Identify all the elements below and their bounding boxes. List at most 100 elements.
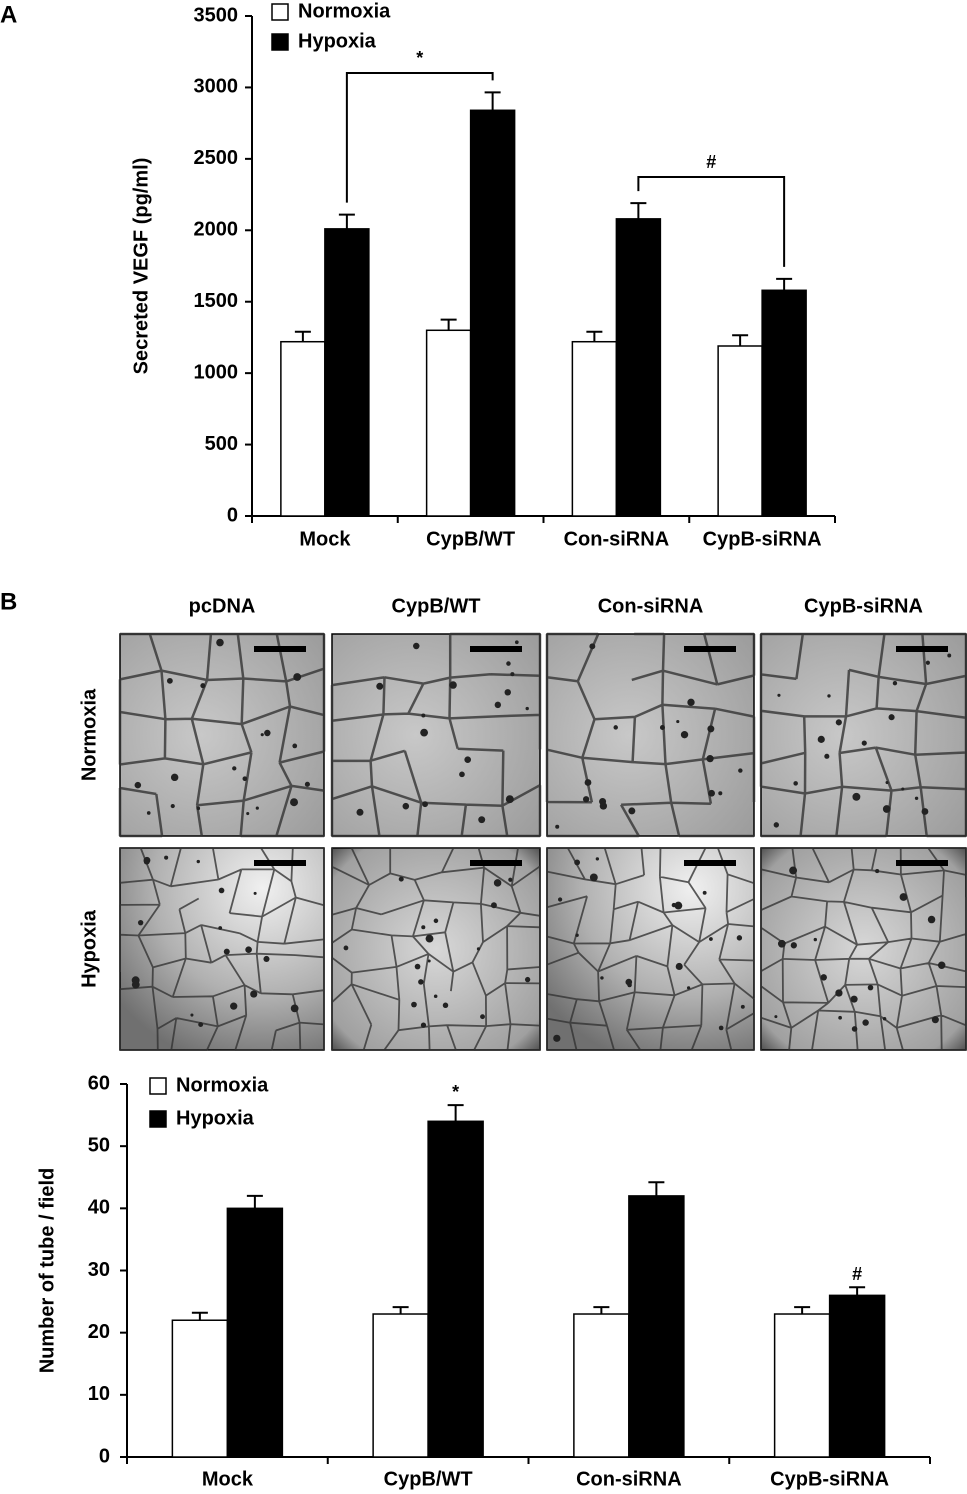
cell-cluster xyxy=(420,1022,427,1028)
cell-cluster xyxy=(459,771,465,778)
cell-cluster xyxy=(131,976,140,985)
cell-cluster xyxy=(230,1002,238,1010)
legend-label: Normoxia xyxy=(298,0,391,22)
cell-cluster xyxy=(789,866,798,875)
cell-cluster xyxy=(835,719,842,726)
cell-cluster xyxy=(510,672,515,677)
cell-cluster xyxy=(411,1001,417,1008)
y-tick-label: 60 xyxy=(88,1072,110,1094)
tube-network xyxy=(330,632,542,838)
cell-cluster xyxy=(246,811,250,816)
cell-cluster xyxy=(418,979,424,985)
cell-cluster xyxy=(506,661,511,666)
scale-bar xyxy=(470,646,522,652)
row-label: Hypoxia xyxy=(78,909,100,988)
significance-bracket xyxy=(345,72,494,203)
cell-cluster xyxy=(433,994,438,999)
cell-cluster xyxy=(686,986,691,990)
cell-cluster xyxy=(708,789,715,797)
cell-cluster xyxy=(166,677,173,684)
cell-cluster xyxy=(628,807,636,815)
y-tick-label: 40 xyxy=(88,1197,110,1219)
cell-cluster xyxy=(921,808,929,815)
cell-cluster xyxy=(557,897,563,902)
cell-cluster xyxy=(899,893,908,901)
cell-cluster xyxy=(793,781,798,786)
error-bar xyxy=(440,318,457,331)
y-tick-label: 30 xyxy=(88,1259,110,1281)
cell-cluster xyxy=(505,795,514,804)
cell-cluster xyxy=(490,902,497,909)
cell-cluster xyxy=(425,934,434,943)
cell-cluster xyxy=(524,976,531,983)
error-bar xyxy=(191,1311,208,1321)
y-tick-label: 2000 xyxy=(194,219,239,241)
cell-cluster xyxy=(882,805,891,813)
cell-cluster xyxy=(398,876,404,882)
bar xyxy=(615,218,662,517)
cell-cluster xyxy=(478,816,486,824)
cell-cluster xyxy=(198,1022,204,1028)
error-bar xyxy=(586,330,603,342)
cell-cluster xyxy=(480,1014,485,1020)
cell-cluster xyxy=(292,743,298,749)
cell-cluster xyxy=(582,796,590,803)
cell-cluster xyxy=(947,653,952,658)
significance-mark: # xyxy=(852,1264,862,1284)
cell-cluster xyxy=(218,926,223,930)
cell-cluster xyxy=(875,869,880,874)
micrograph xyxy=(330,632,542,838)
error-bar xyxy=(447,1104,464,1122)
cell-cluster xyxy=(850,995,858,1003)
significance-bracket xyxy=(637,176,786,267)
micrograph xyxy=(760,847,967,1051)
x-tick-label: CypB-siRNA xyxy=(703,528,822,550)
cell-cluster xyxy=(290,1004,299,1013)
cell-cluster xyxy=(901,787,905,791)
cell-cluster xyxy=(931,1016,939,1024)
cell-cluster xyxy=(851,1026,858,1032)
micrograph xyxy=(545,632,756,838)
cell-cluster xyxy=(260,733,264,737)
cell-cluster xyxy=(777,693,781,697)
y-tick-label: 50 xyxy=(88,1134,110,1156)
cell-cluster xyxy=(706,755,714,763)
error-bar xyxy=(246,1194,263,1209)
error-bar xyxy=(849,1286,866,1296)
cell-cluster xyxy=(625,978,633,986)
cell-cluster xyxy=(827,694,831,698)
cell-cluster xyxy=(777,939,786,948)
micrograph-bg xyxy=(546,633,755,837)
cell-cluster xyxy=(574,859,581,866)
legend-label: Normoxia xyxy=(176,1074,269,1096)
cell-cluster xyxy=(925,660,930,665)
cell-cluster xyxy=(493,879,502,887)
cell-cluster xyxy=(595,857,600,861)
cell-cluster xyxy=(170,773,179,782)
cell-cluster xyxy=(190,1013,194,1017)
bar xyxy=(717,345,763,517)
bar xyxy=(773,1313,831,1458)
y-tick-label: 0 xyxy=(227,504,238,526)
error-bar xyxy=(294,330,311,342)
legend-swatch xyxy=(149,1110,167,1128)
cell-cluster xyxy=(134,781,142,789)
x-tick-label: Con-siRNA xyxy=(564,528,670,550)
scale-bar xyxy=(684,860,736,866)
cell-cluster xyxy=(413,642,420,650)
cell-cluster xyxy=(264,729,271,737)
cell-cluster xyxy=(196,806,201,811)
cell-cluster xyxy=(820,974,827,981)
cell-cluster xyxy=(263,955,270,963)
bar xyxy=(425,329,472,517)
cell-cluster xyxy=(740,1004,745,1009)
cell-cluster xyxy=(293,673,302,681)
cell-cluster xyxy=(196,859,200,864)
tube-network xyxy=(545,632,756,838)
cell-cluster xyxy=(504,689,511,696)
cell-cluster xyxy=(514,640,519,645)
y-tick-label: 3000 xyxy=(194,76,239,98)
cell-cluster xyxy=(861,740,867,746)
panel-label: A xyxy=(0,1,17,28)
